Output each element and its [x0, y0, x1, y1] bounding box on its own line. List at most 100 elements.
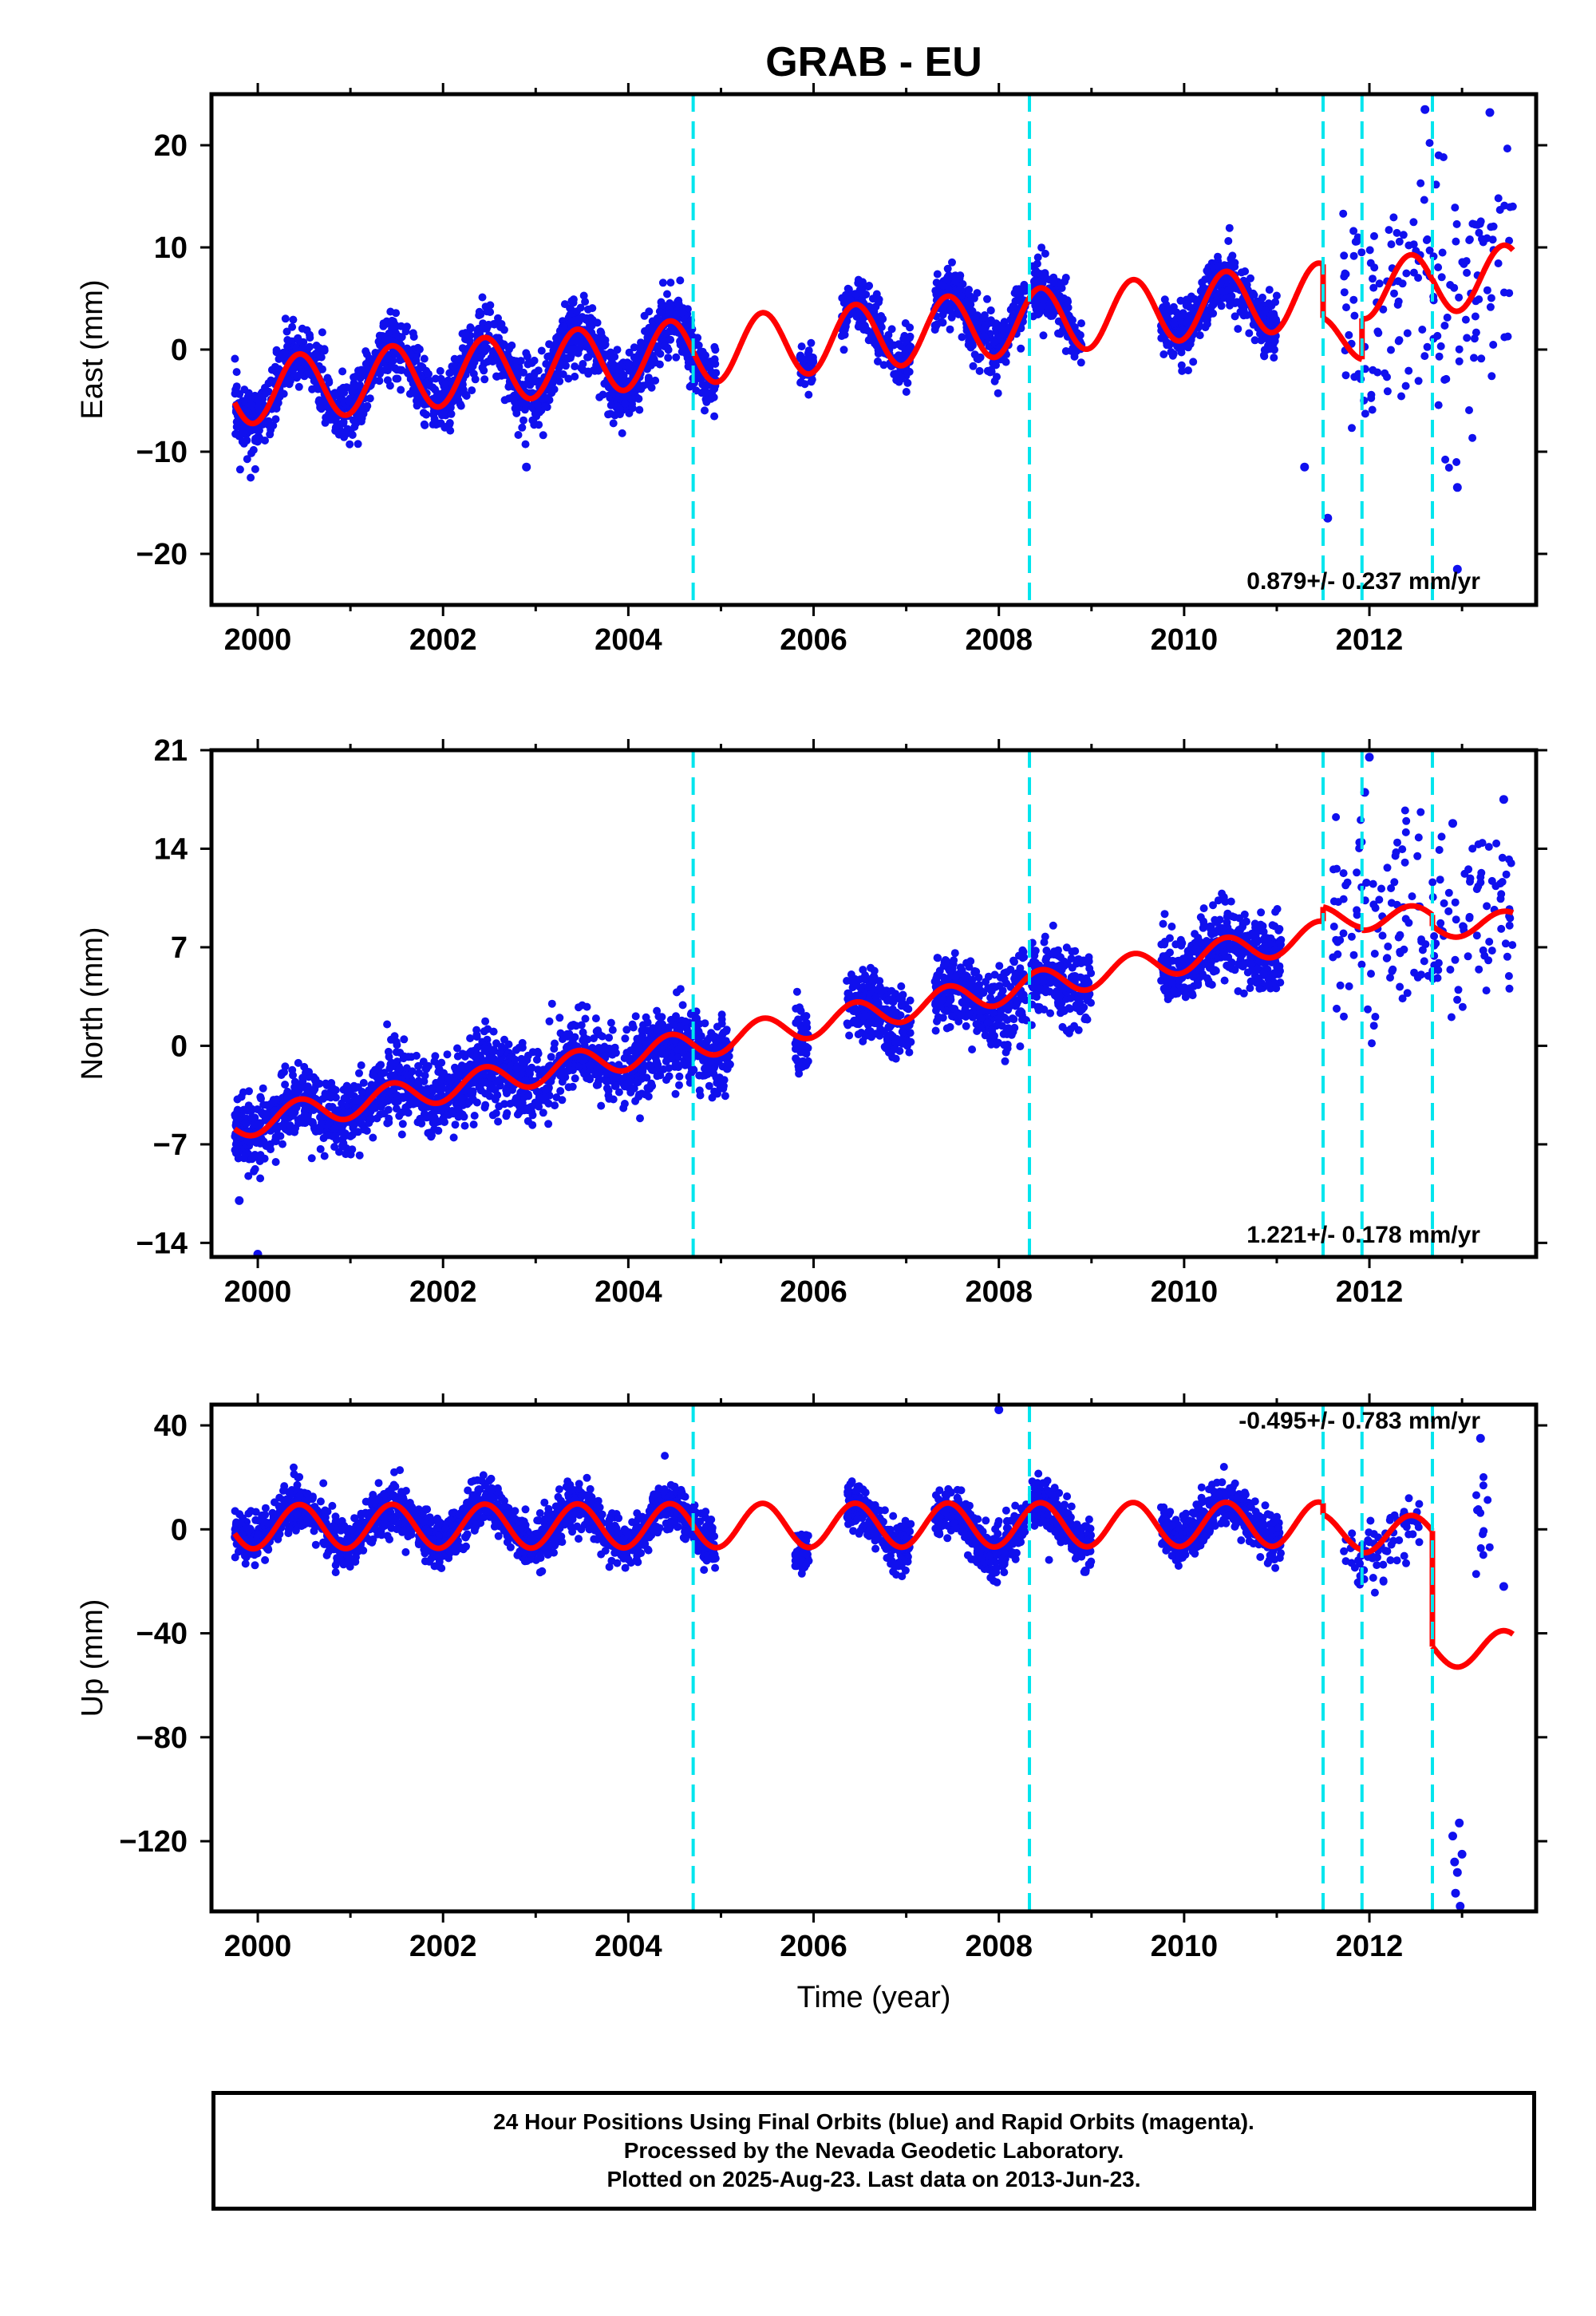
data-point	[545, 1017, 554, 1026]
data-point	[627, 395, 636, 404]
data-point	[443, 1050, 452, 1059]
data-point	[338, 1124, 346, 1132]
data-point	[1350, 311, 1359, 320]
data-point	[318, 328, 326, 337]
data-point	[456, 400, 464, 409]
data-point	[534, 401, 543, 409]
data-point	[431, 374, 440, 383]
data-point	[564, 374, 573, 383]
data-point	[381, 319, 390, 328]
data-point	[621, 399, 630, 408]
data-point	[646, 379, 654, 388]
data-point	[671, 1089, 680, 1098]
data-point	[1494, 194, 1503, 203]
data-point	[1265, 286, 1274, 294]
data-point	[233, 1107, 242, 1116]
data-point	[555, 377, 564, 385]
data-point	[639, 1021, 647, 1030]
data-point	[502, 1112, 511, 1120]
data-point	[448, 1108, 457, 1117]
data-point	[865, 282, 874, 290]
data-point	[354, 440, 362, 449]
data-point	[1259, 351, 1268, 359]
data-point	[1061, 347, 1070, 355]
data-point	[421, 1064, 430, 1073]
data-point	[1465, 235, 1474, 243]
y-tick-label: −10	[136, 436, 188, 469]
data-point	[574, 349, 583, 358]
data-point	[257, 1094, 265, 1103]
data-point	[1195, 331, 1204, 340]
data-point	[646, 326, 654, 334]
data-point	[676, 985, 685, 994]
data-point	[342, 1150, 350, 1159]
data-point	[625, 348, 634, 357]
data-point	[841, 298, 850, 307]
data-point	[1342, 303, 1350, 312]
data-point	[1383, 373, 1391, 381]
data-point	[272, 346, 281, 354]
data-point	[504, 381, 513, 390]
data-point	[1471, 312, 1479, 321]
data-point	[560, 300, 569, 309]
data-point	[383, 376, 392, 385]
data-point	[298, 344, 307, 353]
data-point	[339, 419, 348, 428]
data-point	[508, 341, 516, 350]
data-point	[436, 366, 444, 375]
data-point	[568, 337, 576, 346]
data-point	[518, 423, 527, 432]
data-point	[1234, 325, 1242, 334]
data-point	[362, 350, 371, 358]
data-point	[990, 377, 999, 385]
data-point	[486, 301, 495, 310]
data-point	[495, 1102, 504, 1111]
data-point	[1172, 308, 1181, 317]
data-point	[437, 1076, 445, 1085]
data-point	[983, 319, 992, 328]
data-point	[1462, 257, 1471, 266]
data-point	[693, 334, 702, 342]
data-point	[232, 422, 241, 431]
data-point	[239, 1088, 247, 1097]
data-point	[1227, 255, 1235, 263]
data-point	[247, 401, 255, 409]
data-point	[1189, 358, 1198, 366]
data-point	[231, 1140, 240, 1148]
data-point	[451, 1120, 460, 1129]
data-point	[1349, 295, 1358, 304]
data-point	[1399, 231, 1408, 239]
data-point	[875, 295, 883, 304]
data-point	[307, 1154, 316, 1163]
data-point	[620, 1100, 629, 1108]
data-point	[713, 1075, 721, 1083]
data-point	[466, 323, 475, 332]
data-point	[1394, 277, 1403, 286]
data-point	[1409, 218, 1418, 227]
data-point	[272, 1095, 281, 1104]
data-point	[271, 1158, 280, 1166]
data-point	[666, 1015, 675, 1024]
data-point	[577, 1021, 586, 1030]
x-tick-label: 2000	[224, 623, 292, 657]
data-point	[1434, 263, 1443, 271]
data-point	[1489, 222, 1498, 231]
data-point	[1020, 280, 1029, 289]
data-point	[965, 337, 974, 346]
data-point	[1403, 329, 1412, 338]
data-point	[658, 301, 667, 310]
data-point	[505, 354, 514, 363]
data-point	[1178, 366, 1187, 375]
data-point	[1455, 345, 1464, 354]
data-point	[518, 1038, 527, 1047]
data-point	[447, 409, 456, 418]
x-tick-label: 2004	[595, 623, 662, 657]
data-point	[874, 357, 882, 366]
data-point	[497, 1042, 506, 1051]
data-point	[632, 1078, 641, 1087]
data-point	[259, 1084, 267, 1093]
data-point	[554, 332, 563, 341]
data-point	[852, 312, 861, 321]
data-point	[476, 310, 485, 319]
